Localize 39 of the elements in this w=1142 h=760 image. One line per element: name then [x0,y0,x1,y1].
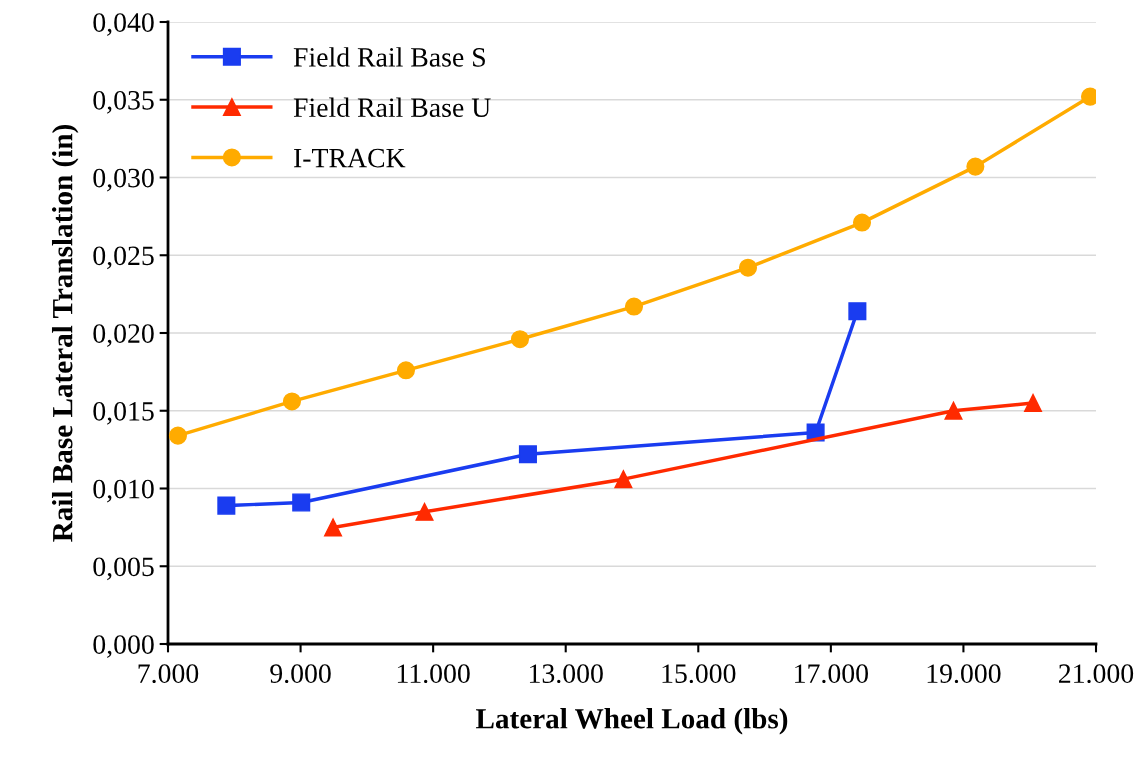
point [738,258,758,277]
y-tick-label: 0,035 [93,90,154,114]
point [396,361,415,380]
legend-label: Field Rail Base U [293,97,491,118]
point [966,157,985,176]
point [217,496,236,515]
x-tick-label: 21.000 [1059,664,1134,684]
y-tick-label: 0,025 [93,246,154,270]
y-tick-label: 0,010 [93,479,154,503]
point [292,493,311,512]
point [518,445,537,464]
point [168,426,187,445]
legend-label: I-TRACK [294,148,406,168]
y-tick-label: 0,040 [93,13,154,36]
y-tick-label: 0,005 [93,557,154,581]
x-tick-label: 15.000 [662,664,736,684]
point [510,330,530,349]
point [324,518,343,537]
x-tick-label: 11.000 [397,664,470,684]
y-tick-label: 0,020 [93,324,154,347]
y-tick-label: 0,030 [93,168,154,192]
y-tick-label: 0,000 [93,635,154,658]
x-tick-label: 19.000 [927,664,1001,684]
point [848,302,867,321]
x-tick-label: 9.000 [270,664,331,684]
x-tick-label: 13.000 [529,664,603,684]
point [944,401,963,420]
x-tick-label: 7.000 [138,664,199,684]
point [415,502,434,521]
x-axis-title: Lateral Wheel Load (lbs) [475,708,788,735]
x-tick-label: 17.000 [795,664,868,684]
point [624,297,644,316]
point [852,213,872,232]
point [1024,393,1043,413]
y-axis-title: Rail Base Lateral Translation (in) [51,124,79,542]
legend-label: Field Rail Base S [293,47,485,67]
y-tick-label: 0,015 [93,401,154,425]
point [614,470,633,489]
point [282,392,301,411]
